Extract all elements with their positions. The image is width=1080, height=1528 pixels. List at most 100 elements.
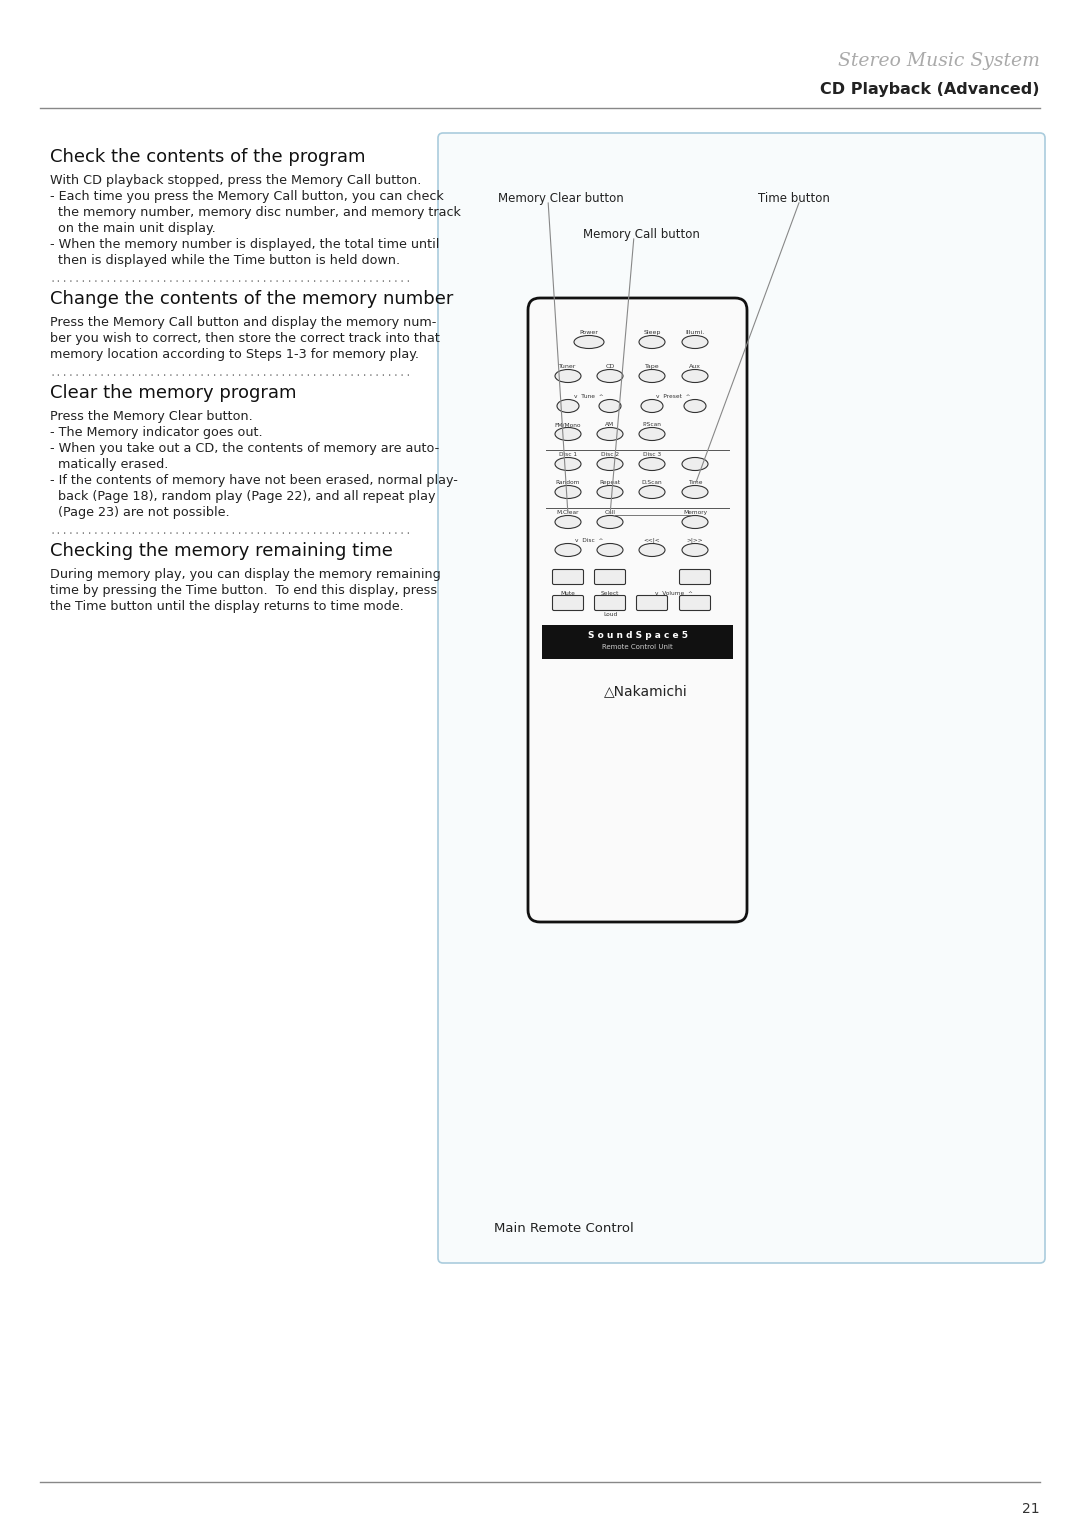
Text: - The Memory indicator goes out.: - The Memory indicator goes out. xyxy=(50,426,262,439)
Ellipse shape xyxy=(597,457,623,471)
FancyBboxPatch shape xyxy=(594,570,625,585)
Text: During memory play, you can display the memory remaining: During memory play, you can display the … xyxy=(50,568,441,581)
Text: Call: Call xyxy=(605,510,616,515)
Text: Memory Call button: Memory Call button xyxy=(583,228,700,241)
Text: Tuner: Tuner xyxy=(559,364,577,368)
FancyBboxPatch shape xyxy=(553,570,583,585)
Text: Loud: Loud xyxy=(603,613,617,617)
Ellipse shape xyxy=(597,370,623,382)
FancyBboxPatch shape xyxy=(528,298,747,921)
FancyBboxPatch shape xyxy=(679,596,711,611)
Text: Power: Power xyxy=(580,330,598,335)
Text: memory location according to Steps 1-3 for memory play.: memory location according to Steps 1-3 f… xyxy=(50,348,419,361)
Ellipse shape xyxy=(555,370,581,382)
Text: Mute: Mute xyxy=(561,591,576,596)
Text: Check the contents of the program: Check the contents of the program xyxy=(50,148,365,167)
Ellipse shape xyxy=(639,428,665,440)
Text: Random: Random xyxy=(556,480,580,484)
Text: S o u n d S p a c e 5: S o u n d S p a c e 5 xyxy=(588,631,688,640)
Ellipse shape xyxy=(597,428,623,440)
Text: Clear the memory program: Clear the memory program xyxy=(50,384,297,402)
Text: Checking the memory remaining time: Checking the memory remaining time xyxy=(50,542,393,559)
Text: Illumi.: Illumi. xyxy=(686,330,704,335)
Text: the memory number, memory disc number, and memory track: the memory number, memory disc number, a… xyxy=(50,206,461,219)
Ellipse shape xyxy=(555,486,581,498)
Text: on the main unit display.: on the main unit display. xyxy=(50,222,216,235)
FancyBboxPatch shape xyxy=(553,596,583,611)
Text: - When you take out a CD, the contents of memory are auto-: - When you take out a CD, the contents o… xyxy=(50,442,440,455)
Text: Stereo Music System: Stereo Music System xyxy=(838,52,1040,70)
FancyBboxPatch shape xyxy=(594,596,625,611)
Ellipse shape xyxy=(555,428,581,440)
Ellipse shape xyxy=(555,457,581,471)
FancyBboxPatch shape xyxy=(679,570,711,585)
Ellipse shape xyxy=(681,486,708,498)
Text: v  Preset  ^: v Preset ^ xyxy=(657,394,691,399)
FancyBboxPatch shape xyxy=(636,596,667,611)
Text: Disc 3: Disc 3 xyxy=(643,452,661,457)
Text: v  Volume  ^: v Volume ^ xyxy=(654,591,692,596)
Text: time by pressing the Time button.  To end this display, press: time by pressing the Time button. To end… xyxy=(50,584,437,597)
Text: v  Tune  ^: v Tune ^ xyxy=(575,394,604,399)
Text: Repeat: Repeat xyxy=(599,480,621,484)
Text: Aux: Aux xyxy=(689,364,701,368)
Text: - When the memory number is displayed, the total time until: - When the memory number is displayed, t… xyxy=(50,238,440,251)
Ellipse shape xyxy=(681,370,708,382)
Text: Remote Control Unit: Remote Control Unit xyxy=(603,643,673,649)
Ellipse shape xyxy=(681,336,708,348)
Ellipse shape xyxy=(597,544,623,556)
Text: M.Clear: M.Clear xyxy=(557,510,579,515)
Text: Memory Clear button: Memory Clear button xyxy=(498,193,624,205)
Ellipse shape xyxy=(681,515,708,529)
Text: >|>>: >|>> xyxy=(687,538,703,542)
Text: Press the Memory Call button and display the memory num-: Press the Memory Call button and display… xyxy=(50,316,436,329)
Text: - Each time you press the Memory Call button, you can check: - Each time you press the Memory Call bu… xyxy=(50,189,444,203)
Text: the Time button until the display returns to time mode.: the Time button until the display return… xyxy=(50,601,404,613)
Ellipse shape xyxy=(684,399,706,413)
Text: FM/Mono: FM/Mono xyxy=(555,422,581,426)
Text: ber you wish to correct, then store the correct track into that: ber you wish to correct, then store the … xyxy=(50,332,440,345)
Text: Time button: Time button xyxy=(758,193,829,205)
Text: CD Playback (Advanced): CD Playback (Advanced) xyxy=(821,83,1040,96)
Bar xyxy=(542,625,733,659)
Ellipse shape xyxy=(639,544,665,556)
Ellipse shape xyxy=(597,486,623,498)
Text: 21: 21 xyxy=(1023,1502,1040,1516)
Text: <<|<: <<|< xyxy=(644,538,660,542)
Text: back (Page 18), random play (Page 22), and all repeat play: back (Page 18), random play (Page 22), a… xyxy=(50,490,435,503)
Text: Memory: Memory xyxy=(683,510,707,515)
Text: ..........................................................: ........................................… xyxy=(50,368,413,377)
Ellipse shape xyxy=(597,515,623,529)
Text: Change the contents of the memory number: Change the contents of the memory number xyxy=(50,290,454,309)
Ellipse shape xyxy=(555,544,581,556)
Ellipse shape xyxy=(639,486,665,498)
Text: then is displayed while the Time button is held down.: then is displayed while the Time button … xyxy=(50,254,400,267)
Ellipse shape xyxy=(639,370,665,382)
Text: Press the Memory Clear button.: Press the Memory Clear button. xyxy=(50,410,253,423)
Text: - If the contents of memory have not been erased, normal play-: - If the contents of memory have not bee… xyxy=(50,474,458,487)
Ellipse shape xyxy=(681,457,708,471)
Text: v  Disc  ^: v Disc ^ xyxy=(575,538,604,542)
Ellipse shape xyxy=(642,399,663,413)
Ellipse shape xyxy=(639,457,665,471)
Text: △Nakamichi: △Nakamichi xyxy=(604,685,687,698)
Text: Main Remote Control: Main Remote Control xyxy=(494,1222,634,1235)
Text: Select: Select xyxy=(600,591,619,596)
Text: matically erased.: matically erased. xyxy=(50,458,168,471)
Text: ..........................................................: ........................................… xyxy=(50,526,413,536)
Text: P.Scan: P.Scan xyxy=(643,422,661,426)
Text: Sleep: Sleep xyxy=(644,330,661,335)
Text: D.Scan: D.Scan xyxy=(642,480,662,484)
Text: CD: CD xyxy=(606,364,615,368)
Text: (Page 23) are not possible.: (Page 23) are not possible. xyxy=(50,506,230,520)
Text: Tape: Tape xyxy=(645,364,659,368)
Text: AM: AM xyxy=(606,422,615,426)
Text: With CD playback stopped, press the Memory Call button.: With CD playback stopped, press the Memo… xyxy=(50,174,421,186)
Ellipse shape xyxy=(639,336,665,348)
Text: Disc 2: Disc 2 xyxy=(600,452,619,457)
Ellipse shape xyxy=(599,399,621,413)
Text: Time: Time xyxy=(688,480,702,484)
Ellipse shape xyxy=(573,336,604,348)
Ellipse shape xyxy=(555,515,581,529)
Text: Disc 1: Disc 1 xyxy=(559,452,577,457)
